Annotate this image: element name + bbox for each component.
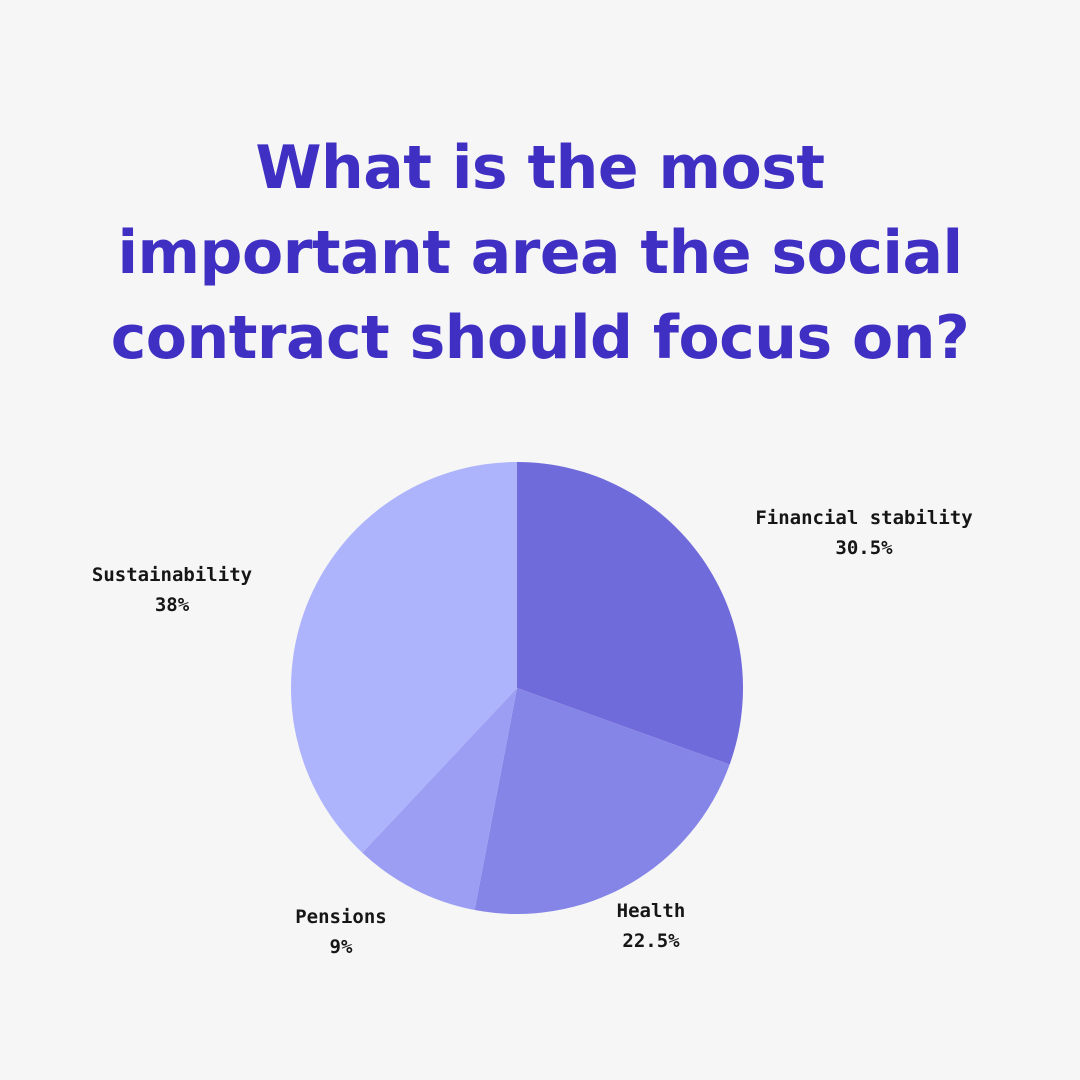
pie-slice-health: [474, 688, 730, 915]
slice-label-pensions: Pensions: [295, 906, 387, 928]
slice-value-sustainability: 38%: [155, 594, 190, 616]
pie-slice-pensions: [362, 688, 517, 910]
pie-labels: Financial stability 30.5% Health 22.5% Pensi…: [92, 507, 973, 958]
slice-label-health: Health: [617, 900, 686, 922]
slice-label-sustainability: Sustainability: [92, 564, 252, 586]
pie-slices: [290, 461, 743, 915]
chart-title: What is the most important area the soci…: [110, 133, 970, 373]
pie-slice-financial-stability: [517, 462, 743, 765]
pie-slice-sustainability: [290, 461, 517, 853]
slice-value-pensions: 9%: [330, 936, 353, 958]
slice-value-financial-stability: 30.5%: [835, 537, 893, 559]
slice-label-financial-stability: Financial stability: [755, 507, 972, 529]
slice-value-health: 22.5%: [622, 930, 680, 952]
